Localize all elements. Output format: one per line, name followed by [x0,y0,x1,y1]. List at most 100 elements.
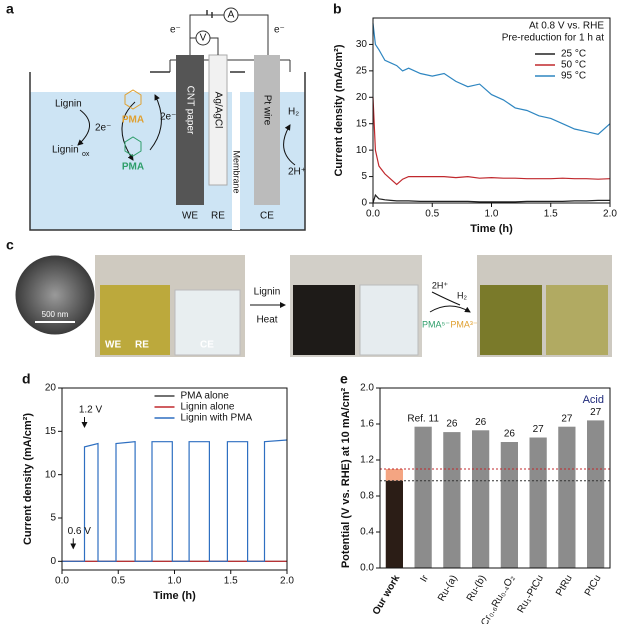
working-electrode [176,55,204,205]
species: PMA [122,162,144,173]
panel-label: b [333,1,342,17]
process-step: Lignin [254,287,281,298]
ref-label: 26 [446,419,458,430]
y-tick-label: 2.0 [360,383,374,394]
bar [414,426,432,568]
bar [443,432,461,568]
arrow [283,124,296,166]
x-tick-label: PtCu [583,573,604,598]
y-tick-label: 15 [45,426,57,437]
wire [190,37,219,55]
y-tick-label: 20 [356,92,368,103]
x-tick-label: 1.0 [485,209,499,220]
pma-icon [124,136,142,157]
y-tick-label: 0.4 [360,527,374,538]
legend-label: 25 °C [561,49,586,60]
x-tick-label: Ru-(a) [436,573,460,603]
scale-label: 500 nm [42,310,69,319]
data-line [372,193,610,204]
electrode-name: WE [105,340,121,351]
legend-label: PMA alone [181,391,230,402]
ref-label: 27 [533,424,545,435]
electron-label: 2e⁻ [95,123,111,134]
y-tick-label: 0.8 [360,491,374,502]
bar [558,426,576,568]
species: PMA⁵⁻ [422,319,450,329]
x-tick-label: 1.5 [544,209,558,220]
bar [472,430,490,568]
plot-frame [372,17,611,204]
ammeter [223,7,239,23]
species: PMA³⁻ [450,319,478,329]
beaker-photo [546,285,608,355]
legend-label: Lignin alone [181,402,235,413]
electrode-name: CE [200,340,214,351]
legend-title: At 0.8 V vs. RHE [529,21,604,32]
y-tick-label: 5 [361,171,367,182]
species: Lignin [55,99,82,110]
x-tick-label: 1.0 [168,576,182,587]
ref-label: 26 [475,417,487,428]
bar [529,437,547,568]
y-tick-label: 10 [356,145,368,156]
battery [206,10,213,18]
electrode-label: Pt wire [261,95,272,126]
panel-a: a CNT paper Ag/AgCl Membrane Pt wire WE … [6,1,306,231]
species: Lignin [52,145,79,156]
legend-title: Pre-reduction for 1 h at [502,33,604,44]
process-step: Heat [256,315,277,326]
panel-label: e [340,371,348,387]
species: 2H⁺ [432,280,449,290]
electron-label: 2e⁻ [160,112,176,123]
data-line [372,23,611,135]
x-tick-label: 2.0 [603,209,617,220]
x-axis-label: Time (h) [153,590,196,602]
x-tick-label: Ir [418,573,431,584]
x-tick-label: Our work [371,573,403,617]
electron-label: e⁻ [274,25,285,36]
counter-electrode [254,55,280,205]
membrane-label: Membrane [232,150,242,193]
arrow [429,305,471,313]
data-line [372,97,611,186]
pma-icon [124,89,142,110]
x-axis-label: Time (h) [470,223,513,235]
plot-frame [61,387,288,571]
x-tick-label: 0.0 [55,576,69,587]
beaker-photo [100,285,170,355]
beaker-photo [359,284,419,356]
panel-c: c 500 nm WE RE CE Lignin Heat 2H⁺ H₂ PMA… [6,237,612,357]
highlight-bar [385,469,403,481]
y-tick-label: 10 [45,469,57,480]
membrane [232,78,240,230]
y-tick-label: 0 [50,556,56,567]
electrode-name: RE [211,211,225,222]
panel-label: d [22,371,31,387]
bar [500,442,518,568]
y-tick-label: 25 [356,65,368,76]
x-tick-label: 0.5 [425,209,439,220]
x-tick-label: 1.5 [224,576,238,587]
wire [189,14,269,55]
electrode-label: CNT paper [184,86,195,135]
x-tick-label: 0.0 [366,209,380,220]
x-tick-label: 2.0 [280,576,294,587]
arrow [149,94,162,151]
electron-label: e⁻ [170,25,181,36]
legend-label: 50 °C [561,60,586,71]
arrow [431,291,461,306]
species: PMA [122,115,144,126]
legend-label: Lignin with PMA [181,413,253,424]
ammeter-label: A [228,10,235,21]
ref-label: Ref. 11 [407,413,439,424]
x-tick-label: PtRu [554,573,575,598]
lid [169,60,291,72]
y-axis-label: Current density (mA/cm²) [22,413,34,545]
species: 2H⁺ [288,167,306,178]
electrode-name: CE [260,211,274,222]
x-tick-label: 0.5 [111,576,125,587]
electrode-name: RE [135,340,149,351]
y-tick-label: 1.2 [360,455,374,466]
species: H₂ [457,290,467,300]
